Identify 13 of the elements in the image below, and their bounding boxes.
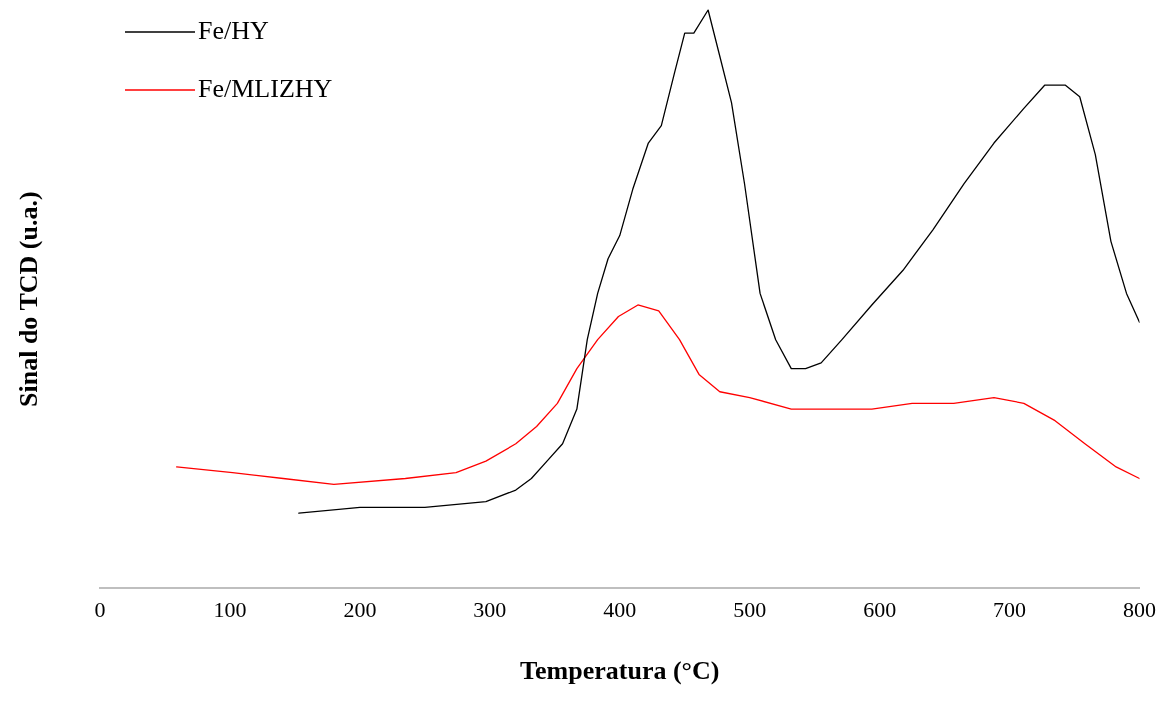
y-axis-title: Sinal do TCD (u.a.): [13, 191, 43, 407]
x-tick-label: 300: [473, 597, 507, 623]
x-tick-label: 200: [343, 597, 377, 623]
x-tick-label: 100: [213, 597, 247, 623]
x-tick-label: 600: [863, 597, 897, 623]
x-axis-title: Temperatura (°C): [520, 656, 720, 686]
x-tick-label: 500: [733, 597, 767, 623]
x-tick-label: 0: [94, 597, 106, 623]
x-tick-label: 700: [993, 597, 1027, 623]
legend-label: Fe/HY: [198, 15, 269, 45]
legend-label: Fe/MLIZHY: [198, 73, 333, 103]
x-tick-label: 800: [1123, 597, 1156, 623]
x-tick-label: 400: [603, 597, 637, 623]
